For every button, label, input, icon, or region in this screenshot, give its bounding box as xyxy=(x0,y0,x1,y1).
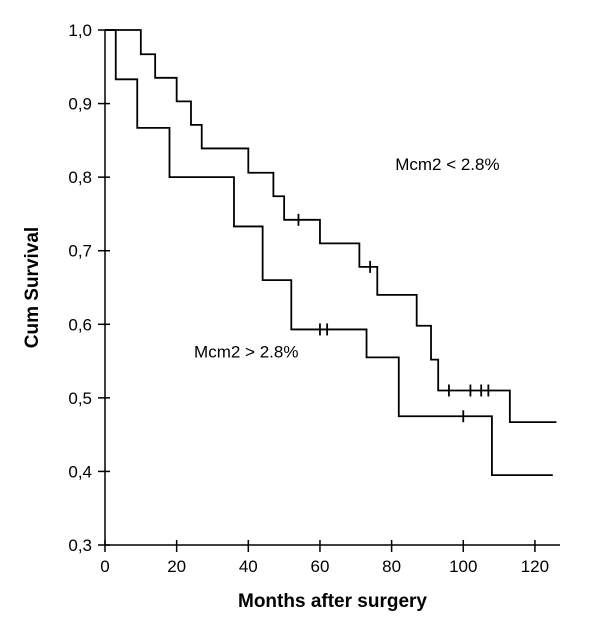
y-tick-label: 1,0 xyxy=(68,21,92,40)
y-tick-label: 0,3 xyxy=(68,536,92,555)
x-tick-label: 60 xyxy=(310,557,329,576)
series-label: Mcm2 > 2.8% xyxy=(194,342,298,361)
x-tick-label: 40 xyxy=(239,557,258,576)
x-tick-label: 100 xyxy=(449,557,477,576)
chart-svg: 0 20 40 60 80 100 120 0,3 0,4 0,5 0,6 0,7 0,8 0,9 1,0 M… xyxy=(0,0,600,629)
km-survival-chart: 0 20 40 60 80 100 120 0,3 0,4 0,5 0,6 0,7 0,8 0,9 1,0 M… xyxy=(0,0,600,629)
y-tick-label: 0,5 xyxy=(68,389,92,408)
x-tick-label: 20 xyxy=(167,557,186,576)
x-tick-label: 120 xyxy=(521,557,549,576)
y-tick-label: 0,8 xyxy=(68,168,92,187)
y-tick-label: 0,9 xyxy=(68,95,92,114)
x-tick-label: 0 xyxy=(100,557,109,576)
y-tick-label: 0,6 xyxy=(68,315,92,334)
x-tick-label: 80 xyxy=(382,557,401,576)
y-tick-label: 0,7 xyxy=(68,242,92,261)
y-tick-label: 0,4 xyxy=(68,462,92,481)
series-label: Mcm2 < 2.8% xyxy=(395,155,499,174)
y-axis-title: Cum Survival xyxy=(22,227,43,348)
x-axis-title: Months after surgery xyxy=(238,591,427,612)
